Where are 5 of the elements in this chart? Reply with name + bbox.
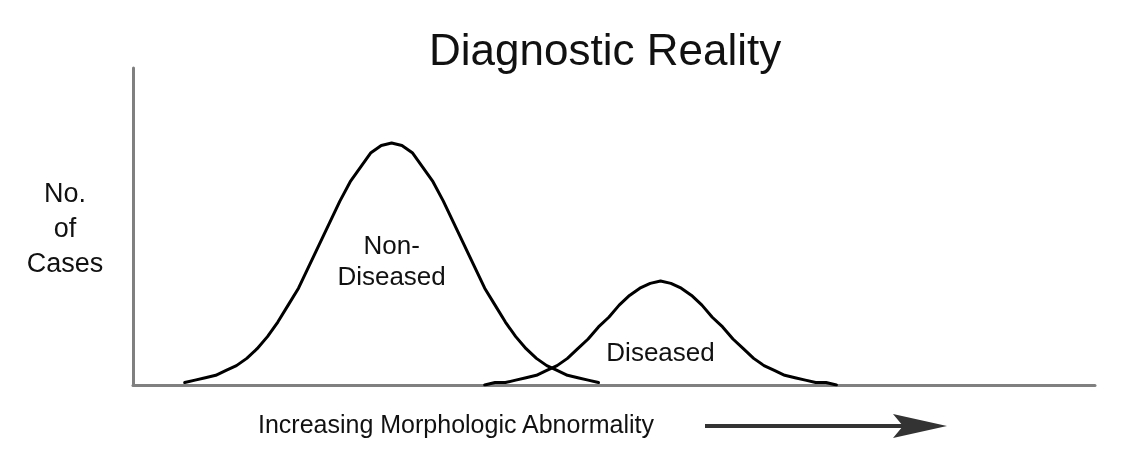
y-axis-title: No. of Cases [26,178,104,278]
series-label: Diseased [606,337,715,368]
series-label: Non-Diseased [337,229,446,291]
x-axis-title: Increasing Morphologic Abnormality [258,410,655,438]
chart-title: Diagnostic Reality [429,24,782,74]
